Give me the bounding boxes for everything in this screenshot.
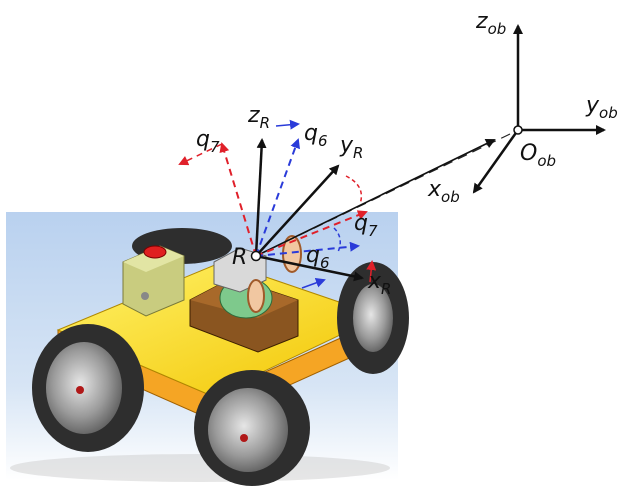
q7-axis-lower <box>255 210 368 257</box>
origin-ob <box>513 125 523 135</box>
q6-axis-lower-ext <box>301 278 326 289</box>
q7-axis-right <box>366 260 377 283</box>
origin-r <box>250 250 262 262</box>
q6-axis-upper <box>255 138 300 257</box>
q6-arc-lower <box>333 227 341 253</box>
front-left-wheel <box>32 324 144 452</box>
q6-axis-lower <box>255 241 360 257</box>
x-ob-axis <box>472 129 520 194</box>
label-r: R <box>232 245 247 270</box>
label-z-r: zR <box>247 103 270 132</box>
labels: zob yob Oob xob zR yR xR R q7 q6 q7 q6 <box>196 9 618 298</box>
q7-axis-upper-ext <box>178 143 223 166</box>
label-o-ob: Oob <box>520 141 556 170</box>
front-right-wheel <box>194 370 310 486</box>
q6-axis-upper-ext <box>275 119 300 130</box>
ob-direction-arrow <box>255 139 496 257</box>
label-x-r: xR <box>367 269 391 298</box>
z-r-axis <box>254 138 267 257</box>
q7-axis-upper <box>219 142 257 257</box>
label-x-ob: xob <box>427 177 460 206</box>
label-q6-upper: q6 <box>304 121 328 150</box>
y-r-axis <box>255 164 340 257</box>
estop-box <box>122 245 185 317</box>
label-y-ob: yob <box>585 93 618 122</box>
label-y-r: yR <box>339 133 363 162</box>
object-frame <box>472 24 606 194</box>
label-q6-lower: q6 <box>306 243 330 272</box>
robot-frame <box>178 119 496 289</box>
q7-arc-upper <box>345 175 363 205</box>
label-q7-upper: q7 <box>196 127 220 156</box>
robot-body <box>32 228 409 486</box>
rear-right-wheel <box>337 262 409 374</box>
label-z-ob: zob <box>475 9 506 38</box>
estop-button <box>143 245 167 259</box>
label-q7-lower: q7 <box>354 211 378 240</box>
x-r-axis <box>255 254 364 282</box>
